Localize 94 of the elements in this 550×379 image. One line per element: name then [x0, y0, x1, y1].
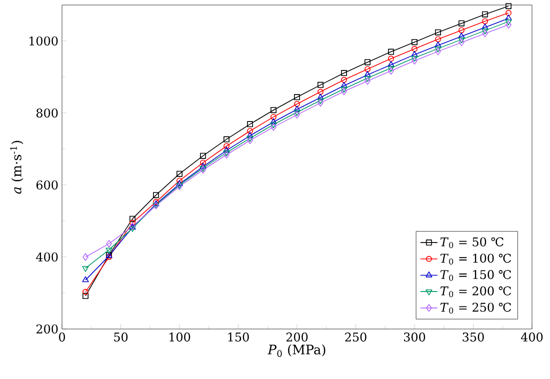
point [246, 132, 254, 138]
point [130, 220, 136, 226]
point [223, 150, 230, 156]
point [364, 66, 370, 72]
point [294, 106, 300, 112]
point [82, 266, 89, 272]
point [82, 276, 89, 282]
x-tick-label: 200 [286, 332, 308, 342]
point [412, 57, 418, 65]
point [411, 56, 418, 62]
point [435, 29, 441, 36]
y-tick-label: 800 [36, 108, 58, 118]
point [341, 76, 347, 83]
point [176, 180, 183, 186]
point [106, 240, 112, 248]
point [294, 111, 300, 119]
point [388, 56, 394, 62]
point [506, 3, 512, 10]
point [317, 94, 324, 100]
point [176, 170, 182, 177]
point [246, 136, 254, 142]
point [270, 114, 276, 120]
x-axis-title: P$_{0}$ (MPa) [268, 344, 326, 357]
point [82, 253, 88, 261]
point [270, 118, 277, 124]
y-tick-label: 600 [36, 180, 58, 190]
x-tick-label: 100 [170, 332, 190, 342]
point [318, 88, 324, 95]
point [364, 76, 371, 82]
point [364, 77, 370, 85]
point [224, 150, 230, 159]
point [247, 136, 253, 144]
point [364, 59, 370, 66]
x-tick-label: 150 [228, 332, 249, 342]
point [129, 226, 136, 232]
y-tick-label: 400 [36, 252, 58, 262]
legend-label: T$_{0}$ = 150 ℃ [440, 270, 511, 281]
point [294, 101, 300, 107]
point [412, 39, 418, 46]
legend-label: T$_{0}$ = 100 ℃ [440, 254, 511, 264]
point [434, 46, 442, 52]
point [388, 60, 394, 67]
point [294, 110, 300, 116]
legend-label: T$_{0}$ = 50 ℃ [440, 237, 504, 248]
point [388, 66, 394, 72]
point [247, 121, 253, 128]
y-tick-label: 1000 [30, 36, 58, 46]
point [200, 162, 206, 169]
x-tick-label: 50 [114, 332, 128, 342]
point [223, 146, 230, 153]
point [388, 67, 394, 75]
point [435, 36, 441, 42]
point [412, 46, 418, 52]
point [318, 82, 324, 88]
point [270, 122, 277, 128]
point [82, 292, 88, 299]
point [506, 21, 512, 29]
legend-label: T$_{0}$ = 200 ℃ [440, 286, 511, 298]
x-tick-label: 350 [462, 332, 484, 342]
point [224, 136, 230, 142]
y-axis-title: a (m·s$^{-1}$) [10, 140, 24, 194]
point [106, 248, 112, 254]
point [200, 152, 206, 159]
point [411, 50, 418, 57]
point [270, 107, 276, 114]
point [458, 38, 464, 46]
point [247, 128, 253, 134]
x-tick-label: 300 [404, 332, 426, 342]
point [153, 192, 159, 198]
point [458, 27, 464, 34]
x-tick-label: 0 [58, 332, 66, 342]
x-tick-label: 400 [520, 332, 543, 342]
point [270, 123, 276, 131]
point [435, 48, 441, 56]
legend-label: T$_{0}$ = 250 ℃ [440, 302, 511, 314]
point [200, 160, 206, 166]
point [482, 11, 488, 18]
point [340, 86, 348, 93]
point [482, 30, 488, 38]
point [130, 216, 136, 222]
point [341, 88, 347, 96]
point [318, 99, 324, 107]
point [482, 28, 488, 34]
y-tick-label: 200 [36, 324, 58, 334]
point [458, 20, 464, 26]
point [482, 18, 488, 24]
point [294, 94, 300, 100]
point [388, 48, 394, 55]
x-tick-label: 250 [345, 332, 366, 342]
point [458, 37, 465, 44]
point [341, 70, 347, 76]
point [505, 19, 512, 26]
point [224, 143, 230, 150]
point [317, 98, 324, 104]
